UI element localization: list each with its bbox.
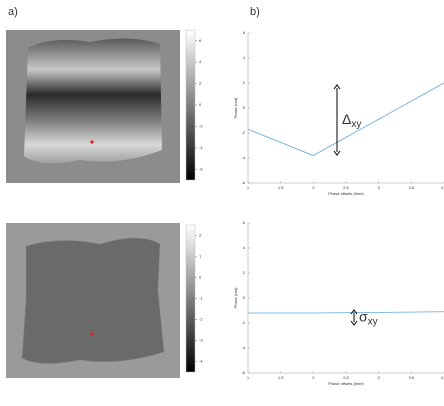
y-axis-label: Phase (rad): [233, 97, 238, 119]
x-tick-label: 1.5: [278, 185, 284, 190]
x-tick-label: 1: [247, 375, 250, 380]
colorbar-tick-label: 1: [199, 254, 202, 259]
x-tick-label: 3.5: [409, 185, 415, 190]
colorbar-tick-label: 2: [199, 233, 202, 238]
y-tick-label: 0: [243, 105, 246, 110]
y-tick-label: 4: [243, 245, 246, 250]
colorbar-tick-label: 6: [199, 38, 202, 43]
x-axis-label: Phase offsets (time): [328, 381, 364, 386]
arrow-head: [333, 84, 341, 90]
reference-point: [90, 332, 94, 336]
y-tick-label: -2: [241, 130, 245, 135]
x-tick-label: 2.5: [343, 185, 349, 190]
annotation-subscript: xy: [368, 316, 378, 327]
annotation: Δxy: [342, 111, 361, 130]
x-tick-label: 2: [312, 375, 315, 380]
arrow-head: [333, 150, 341, 156]
panel-label: a): [8, 6, 18, 18]
colorbar: [185, 29, 196, 181]
series-line: [247, 82, 444, 156]
colorbar-tick-label: -2: [199, 123, 203, 128]
reference-point: [90, 140, 94, 144]
x-axis-label: Phase offsets (time): [328, 191, 364, 196]
x-tick-label: 1.5: [278, 375, 284, 380]
colorbar-tick-label: 2: [199, 81, 202, 86]
y-tick-label: 2: [243, 80, 246, 85]
colorbar-tick-label: 0: [199, 275, 202, 280]
annotation-subscript: xy: [351, 119, 361, 130]
y-tick-label: -2: [241, 320, 245, 325]
arrow-head: [350, 320, 358, 326]
colorbar-tick-label: 4: [199, 59, 202, 64]
y-axis-label: Phase (rad): [233, 287, 238, 309]
y-tick-label: 0: [243, 295, 246, 300]
colorbar-tick-label: -4: [199, 145, 203, 150]
x-tick-label: 2: [312, 185, 315, 190]
y-tick-label: 4: [243, 55, 246, 60]
colorbar-tick-label: 0: [199, 102, 202, 107]
panel-label: b): [250, 6, 260, 18]
colorbar-tick-label: -3: [199, 338, 203, 343]
colorbar-tick-label: -2: [199, 317, 203, 322]
phase-map: [21, 237, 165, 364]
annotation-symbol: Δ: [342, 111, 351, 127]
annotation-symbol: σ: [359, 308, 368, 324]
annotation: σxy: [359, 308, 378, 327]
x-tick-label: 3: [378, 185, 381, 190]
x-tick-label: 3: [378, 375, 381, 380]
colorbar-tick-label: -1: [199, 296, 203, 301]
y-tick-label: 6: [243, 30, 246, 35]
x-tick-label: 1: [247, 185, 250, 190]
y-tick-label: 2: [243, 270, 246, 275]
phase-map: [24, 38, 162, 164]
colorbar: [185, 224, 196, 373]
colorbar-tick-label: -4: [199, 359, 203, 364]
y-tick-label: -4: [241, 155, 245, 160]
y-tick-label: -4: [241, 345, 245, 350]
y-tick-label: 6: [243, 220, 246, 225]
x-tick-label: 4: [441, 185, 444, 190]
x-tick-label: 3.5: [409, 375, 415, 380]
x-tick-label: 4: [441, 375, 444, 380]
y-tick-label: -6: [241, 370, 245, 375]
series-line: [248, 311, 444, 314]
colorbar-tick-label: -6: [199, 166, 203, 171]
x-tick-label: 2.5: [343, 375, 349, 380]
y-tick-label: -6: [241, 180, 245, 185]
arrow-head: [350, 309, 358, 315]
